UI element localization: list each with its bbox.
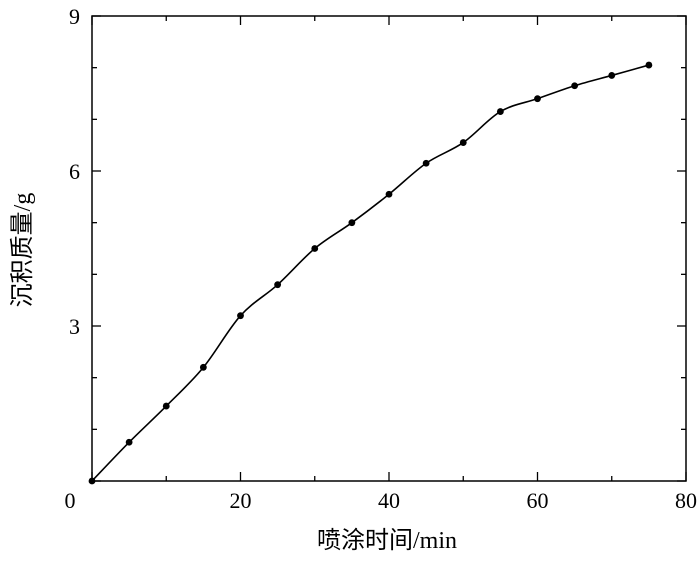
data-point [162, 402, 170, 410]
y-tick-label: 3 [69, 314, 80, 339]
data-point [608, 72, 616, 79]
data-point [496, 108, 504, 115]
axes-group [91, 15, 687, 482]
y-tick-label: 9 [69, 4, 80, 29]
data-point [311, 245, 319, 252]
series-group [88, 61, 653, 485]
data-point [199, 363, 207, 371]
x-tick-label: 20 [230, 488, 252, 513]
data-point [645, 61, 653, 69]
data-point [385, 190, 393, 198]
x-tick-label: 40 [378, 488, 400, 513]
y-tick-label: 6 [69, 159, 80, 184]
ticks-group: 20 40 60 80 0 3 6 9 [65, 4, 698, 513]
x-tick-label: 80 [675, 488, 697, 513]
origin-tick-label: 0 [65, 488, 76, 513]
data-point [534, 95, 541, 103]
data-point [459, 139, 467, 146]
data-point [125, 438, 133, 446]
data-point [422, 159, 430, 167]
data-point [88, 477, 96, 485]
data-point [571, 82, 579, 90]
x-tick-label: 60 [527, 488, 549, 513]
series-line [91, 64, 650, 482]
plot-frame [91, 15, 687, 482]
data-point [237, 312, 244, 320]
data-point [274, 281, 282, 289]
data-point [348, 219, 356, 227]
x-axis-title: 喷涂时间/min [317, 527, 457, 554]
y-axis-title: 沉积质量/g [9, 193, 36, 308]
